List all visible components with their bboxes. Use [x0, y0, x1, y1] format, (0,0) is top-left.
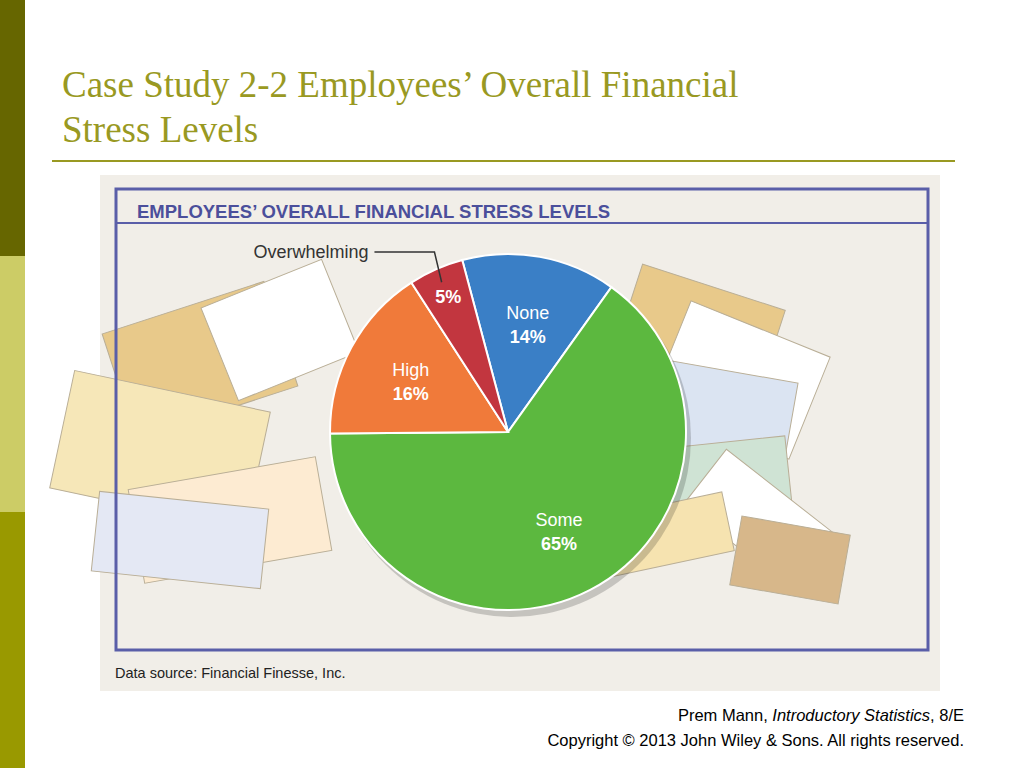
slice-category-label: Some	[535, 510, 582, 530]
slice-category-label: Overwhelming	[253, 242, 368, 262]
footer-line: Prem Mann, Introductory Statistics, 8/E	[678, 706, 964, 724]
paper	[201, 259, 359, 400]
leader-line	[374, 252, 441, 282]
slice-value-label: 16%	[393, 384, 429, 404]
chart-title: EMPLOYEES’ OVERALL FINANCIAL STRESS LEVE…	[137, 201, 610, 222]
slide-title-line: Case Study 2-2 Employees’ Overall Financ…	[62, 64, 738, 105]
chart-frame	[116, 189, 928, 650]
side-stripe	[0, 256, 25, 512]
slice-category-label: High	[392, 360, 429, 380]
pie: None 14% Some 65% High 16% 5% Overwhelming	[253, 242, 691, 617]
footer-text: Prem Mann,	[678, 706, 772, 724]
slices	[330, 254, 686, 610]
slide-title-line: Stress Levels	[62, 109, 258, 150]
slide: Case Study 2-2 Employees’ Overall Financ…	[0, 0, 1024, 768]
title-rule	[52, 160, 955, 162]
footer-text: Introductory Statistics	[772, 706, 930, 724]
slice-value-label: 5%	[435, 287, 461, 307]
chart-source: Data source: Financial Finesse, Inc.	[115, 665, 346, 681]
footer-line: Copyright © 2013 John Wiley & Sons. All …	[547, 731, 964, 749]
slide-title: Case Study 2-2 Employees’ Overall Financ…	[62, 64, 738, 150]
footer-text: Copyright © 2013 John Wiley & Sons. All …	[547, 731, 964, 749]
slice-value-label: 65%	[541, 534, 577, 554]
paper	[730, 516, 850, 604]
slice-category-label: None	[506, 303, 549, 323]
footer-text: , 8/E	[930, 706, 964, 724]
header-rule	[116, 222, 928, 224]
side-stripe	[0, 0, 25, 256]
slice-value-label: 14%	[510, 327, 546, 347]
side-stripe	[0, 512, 25, 768]
slice	[411, 260, 508, 432]
paper	[91, 491, 268, 588]
